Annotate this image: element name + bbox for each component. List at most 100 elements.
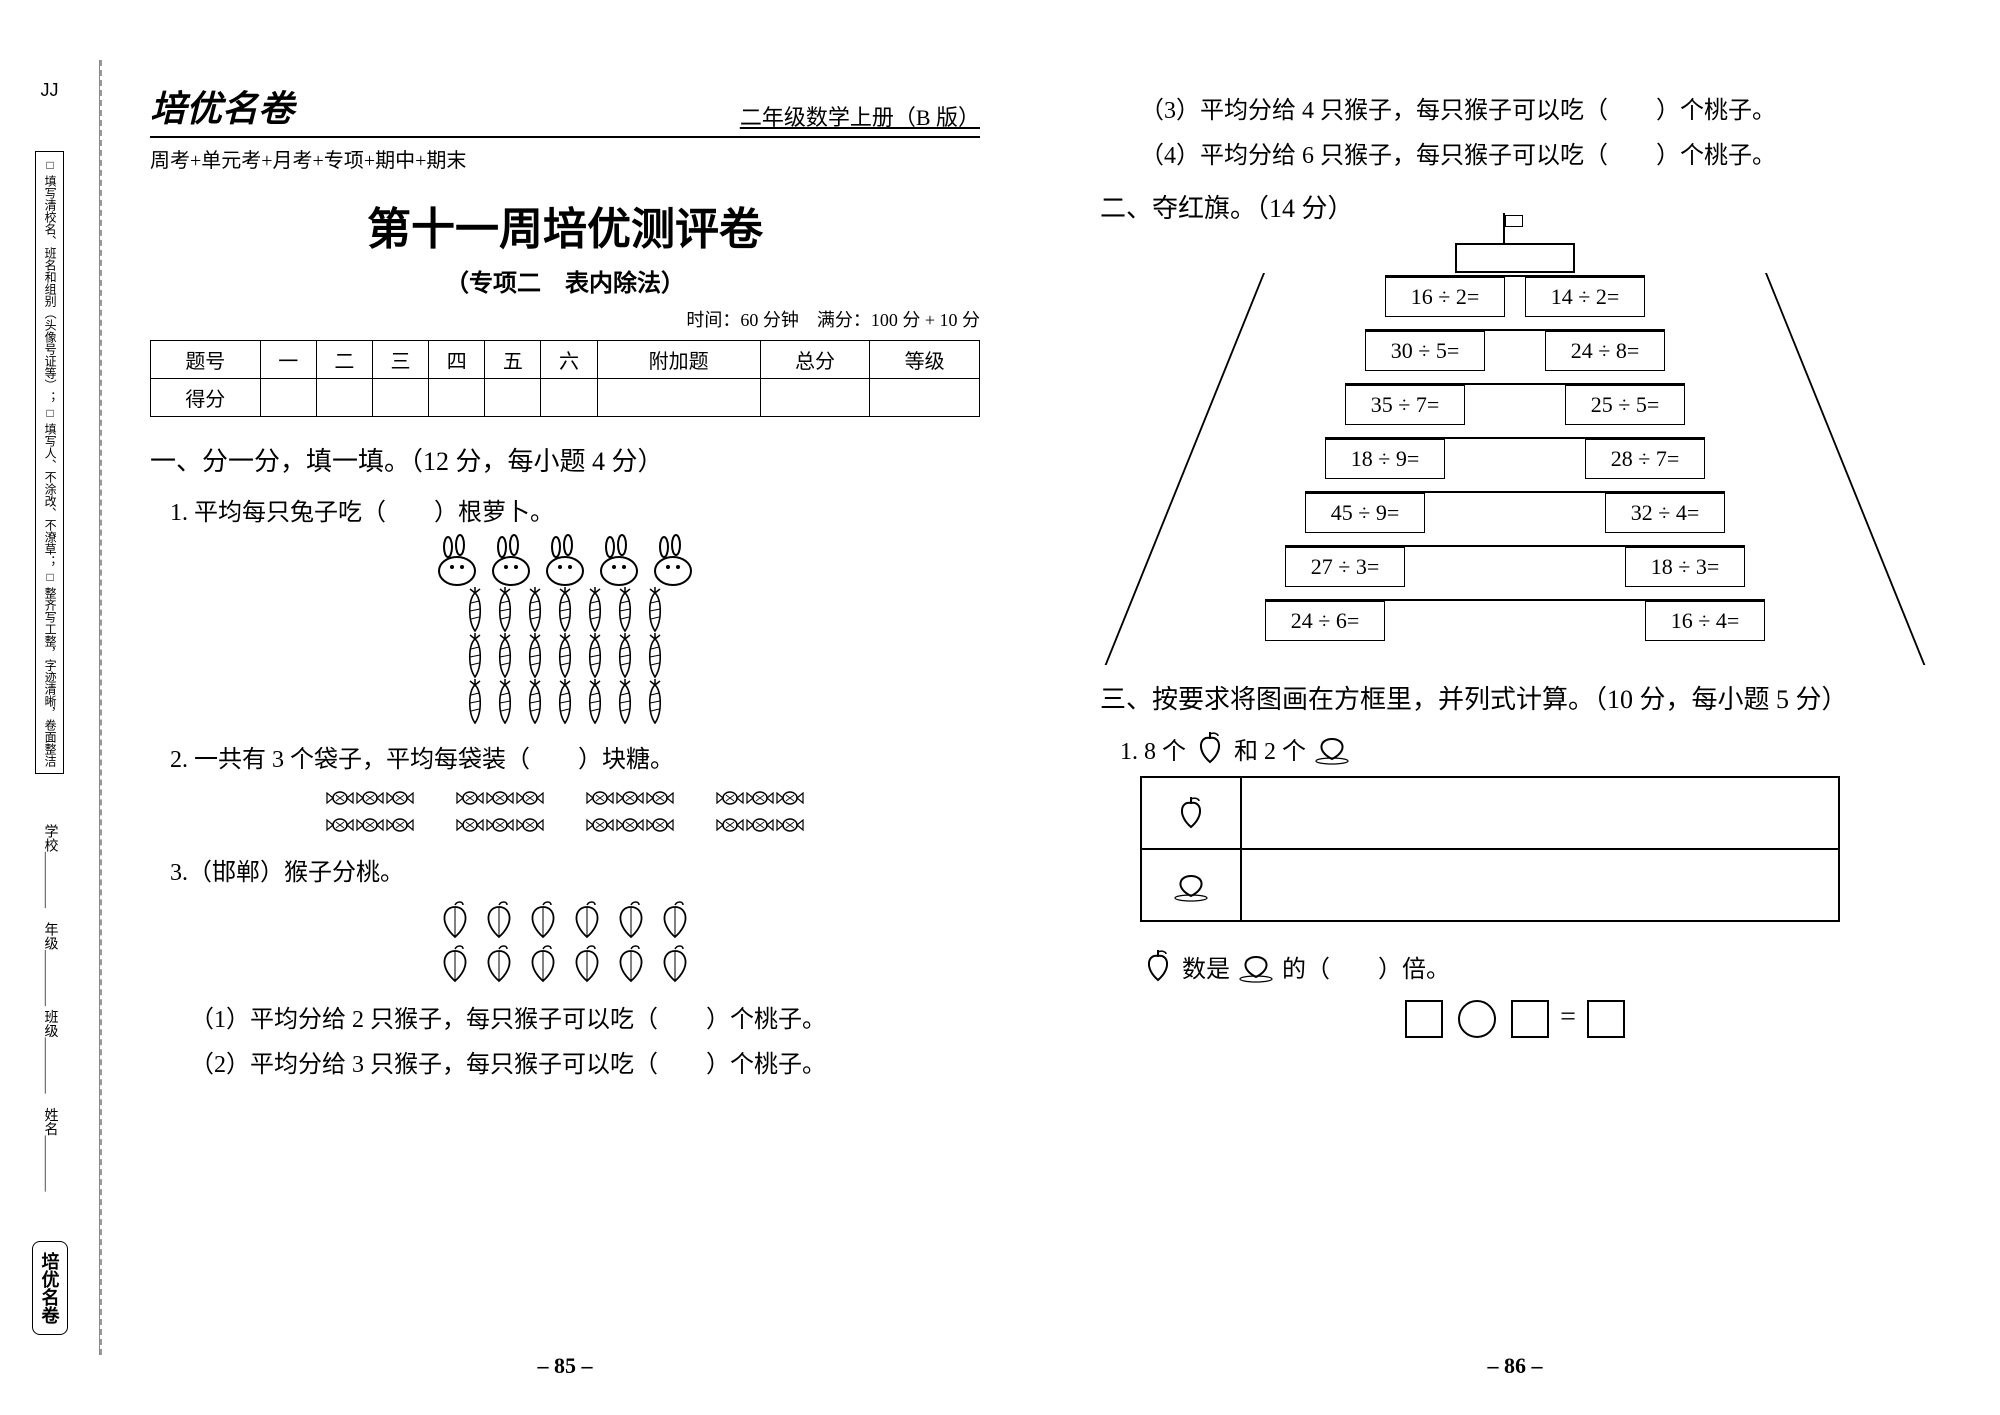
pyramid-top [1455, 243, 1575, 273]
section-3-head: 三、按要求将图画在方框里，并列式计算。（10 分，每小题 5 分） [1100, 679, 1930, 716]
pyramid-tier: 30 ÷ 5= 24 ÷ 8= [1365, 329, 1665, 371]
spine-checklist: □ 填写清校名、班名和组别（头像号证等）； □ 填写人、不涂改、不潦草； □ 整… [35, 151, 64, 774]
table-cell: 三 [372, 341, 428, 379]
pyramid-cell-right[interactable]: 28 ÷ 7= [1585, 439, 1705, 479]
table-cell: 题号 [151, 341, 261, 379]
q3-art [150, 897, 980, 985]
q3-4: （4）平均分给 6 只猴子，每只猴子可以吃（ ）个桃子。 [1140, 135, 1930, 170]
peach-icon [565, 897, 609, 941]
page-right: （3）平均分给 4 只猴子，每只猴子可以吃（ ）个桃子。 （4）平均分给 6 只… [1070, 60, 1960, 1375]
carrot-icon [520, 587, 550, 633]
candy-icon [615, 787, 645, 809]
carrot-icon [610, 633, 640, 679]
peach-icon [477, 941, 521, 985]
section-1-head: 一、分一分，填一填。（12 分，每小题 4 分） [150, 441, 980, 478]
table-cell: 四 [429, 341, 485, 379]
table-cell[interactable] [260, 379, 316, 417]
candy-icon [715, 787, 745, 809]
pyramid-cell-right[interactable]: 32 ÷ 4= [1605, 493, 1725, 533]
pyramid-cell-left[interactable]: 45 ÷ 9= [1305, 493, 1425, 533]
q3-2-b: 的（ ）倍。 [1282, 949, 1450, 984]
table-cell: 等级 [870, 341, 980, 379]
table-cell: 二 [316, 341, 372, 379]
q3-1: （1）平均分给 2 只猴子，每只猴子可以吃（ ）个桃子。 [190, 999, 980, 1034]
q3-1-line: 1. 8 个 和 2 个 [1120, 730, 1930, 766]
table-cell: 一 [260, 341, 316, 379]
table-cell[interactable] [760, 379, 870, 417]
candy-icon [455, 814, 485, 836]
table-row [1142, 848, 1838, 920]
peach-icon [1236, 951, 1276, 981]
pyramid-tier: 16 ÷ 2= 14 ÷ 2= [1385, 275, 1645, 317]
candy-icon [615, 814, 645, 836]
pyramid-tier: 27 ÷ 3= 18 ÷ 3= [1285, 545, 1745, 587]
grade-label: 二年级数学上册（B 版） [740, 100, 980, 132]
carrot-icon [580, 679, 610, 725]
pyramid-cell-right[interactable]: 25 ÷ 5= [1565, 385, 1685, 425]
peach-icon [433, 897, 477, 941]
peach-icon [477, 897, 521, 941]
spine-logo: 培优名卷 [32, 1241, 68, 1335]
brand: 培优名卷 [150, 80, 294, 132]
candy-icon [775, 814, 805, 836]
pyramid-tier: 18 ÷ 9= 28 ÷ 7= [1325, 437, 1705, 479]
blank-cell[interactable] [1242, 778, 1838, 848]
table-cell[interactable] [429, 379, 485, 417]
pyramid-cell-left[interactable]: 27 ÷ 3= [1285, 547, 1405, 587]
q3: 3.（邯郸）猴子分桃。 [170, 852, 980, 887]
q3-2-line: 数是 的（ ）倍。 [1140, 948, 1930, 984]
candy-icon [645, 814, 675, 836]
carrot-icon [610, 679, 640, 725]
blank-square[interactable] [1587, 1000, 1625, 1038]
carrot-icon [640, 633, 670, 679]
blank-square[interactable] [1511, 1000, 1549, 1038]
pyramid-cell-left[interactable]: 30 ÷ 5= [1365, 331, 1485, 371]
candy-icon [715, 814, 745, 836]
bunny-icon [484, 537, 538, 587]
q2-art [150, 784, 980, 838]
table-cell[interactable] [597, 379, 760, 417]
q3-3: （3）平均分给 4 只猴子，每只猴子可以吃（ ）个桃子。 [1140, 90, 1930, 125]
blank-cell[interactable] [1242, 850, 1838, 920]
carrot-icon [580, 587, 610, 633]
candy-icon [515, 814, 545, 836]
pyramid-cell-right[interactable]: 14 ÷ 2= [1525, 277, 1645, 317]
bunny-icon [538, 537, 592, 587]
table-cell: 附加题 [597, 341, 760, 379]
candy-icon [745, 787, 775, 809]
table-cell[interactable] [870, 379, 980, 417]
pyramid-cell-left[interactable]: 35 ÷ 7= [1345, 385, 1465, 425]
table-cell[interactable]: 得分 [151, 379, 261, 417]
candy-icon [645, 787, 675, 809]
pyramid-cell-left[interactable]: 24 ÷ 6= [1265, 601, 1385, 641]
pyramid-cell-left[interactable]: 18 ÷ 9= [1325, 439, 1445, 479]
peach-icon [433, 941, 477, 985]
blank-circle[interactable] [1458, 1000, 1496, 1038]
q3-2-a: 数是 [1182, 949, 1230, 984]
carrot-icon [550, 587, 580, 633]
blank-square[interactable] [1405, 1000, 1443, 1038]
carrot-icon [550, 679, 580, 725]
candy-icon [325, 814, 355, 836]
table-cell[interactable] [316, 379, 372, 417]
table-cell[interactable] [485, 379, 541, 417]
pyramid-cell-right[interactable]: 24 ÷ 8= [1545, 331, 1665, 371]
pyramid-cell-right[interactable]: 18 ÷ 3= [1625, 547, 1745, 587]
candy-icon [385, 787, 415, 809]
table-cell[interactable] [541, 379, 597, 417]
peach-icon [609, 941, 653, 985]
pyramid-cell-left[interactable]: 16 ÷ 2= [1385, 277, 1505, 317]
bunny-icon [592, 537, 646, 587]
peach-icon [521, 941, 565, 985]
table-cell: 总分 [760, 341, 870, 379]
equals-sign: = [1560, 1001, 1583, 1032]
candy-icon [775, 787, 805, 809]
candy-icon [355, 787, 385, 809]
bunny-icon [646, 537, 700, 587]
pages: 培优名卷 二年级数学上册（B 版） 周考+单元考+月考+专项+期中+期末 第十一… [120, 60, 1960, 1375]
carrot-icon [610, 587, 640, 633]
carrot-icon [490, 679, 520, 725]
pyramid-tier: 45 ÷ 9= 32 ÷ 4= [1305, 491, 1725, 533]
table-cell[interactable] [372, 379, 428, 417]
pyramid-cell-right[interactable]: 16 ÷ 4= [1645, 601, 1765, 641]
